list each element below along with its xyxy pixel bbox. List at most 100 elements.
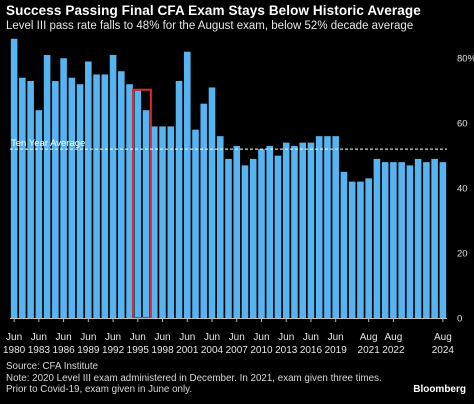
x-tick-label: 1992 <box>102 345 125 356</box>
x-tick-label: 2022 <box>382 345 405 356</box>
bar <box>390 162 397 318</box>
x-tick-label: Jun <box>179 332 195 343</box>
bar <box>414 158 422 318</box>
x-tick-label: 1983 <box>28 345 51 356</box>
bar <box>324 136 331 318</box>
bar <box>101 74 109 319</box>
bar <box>93 74 100 319</box>
bar <box>332 136 339 318</box>
x-tick-label: Jun <box>278 332 294 343</box>
bar <box>307 142 315 318</box>
bar <box>27 80 34 318</box>
bar <box>150 126 158 319</box>
y-tick-label: 80% <box>457 54 474 65</box>
x-tick-label: Jun <box>80 332 96 343</box>
bar <box>192 129 199 318</box>
x-tick-label: Jun <box>253 332 269 343</box>
x-tick-label: 1986 <box>52 345 75 356</box>
bar <box>68 77 76 318</box>
bar <box>167 126 175 319</box>
bar <box>282 142 290 318</box>
bar <box>274 155 282 318</box>
bar <box>60 58 67 319</box>
x-tick-label: 2024 <box>432 345 455 356</box>
bar <box>208 87 216 318</box>
x-tick-label: Jun <box>105 332 121 343</box>
bar <box>348 181 356 318</box>
x-tick-label: 1998 <box>151 345 174 356</box>
bloomberg-logo: Bloomberg <box>413 384 466 395</box>
source-line: Source: CFA Institute <box>6 361 99 372</box>
bar <box>126 84 133 318</box>
note-line: Note: 2020 Level III exam administered i… <box>6 372 382 384</box>
bar <box>398 162 405 318</box>
bar <box>200 103 208 318</box>
bar <box>258 149 265 318</box>
x-tick-label: Jun <box>303 332 319 343</box>
bar <box>175 80 183 318</box>
bar <box>10 38 18 319</box>
bar <box>76 84 84 318</box>
chart-title: Success Passing Final CFA Exam Stays Bel… <box>6 3 421 18</box>
x-tick-label: Jun <box>31 332 47 343</box>
x-tick-label: Jun <box>204 332 220 343</box>
bar <box>439 162 447 318</box>
x-tick-label: 1995 <box>127 345 150 356</box>
bar <box>249 158 257 318</box>
y-tick-label: 0 <box>457 314 462 325</box>
bar <box>357 181 364 318</box>
bar <box>159 126 166 319</box>
y-tick-label: 20 <box>457 249 468 260</box>
bar <box>241 165 249 318</box>
x-tick-label: Jun <box>56 332 72 343</box>
bar <box>291 145 298 318</box>
bar <box>118 71 125 318</box>
bar <box>381 162 389 318</box>
chart-subtitle: Level III pass rate falls to 48% for the… <box>6 20 414 32</box>
y-tick-label: 40 <box>457 184 468 195</box>
x-tick-label: Jun <box>130 332 146 343</box>
bar <box>431 158 438 318</box>
bar <box>340 171 348 318</box>
x-tick-label: 2013 <box>275 345 298 356</box>
x-tick-label: Aug <box>434 332 452 343</box>
x-tick-label: Jun <box>154 332 170 343</box>
bar <box>233 145 241 318</box>
bar <box>315 136 323 318</box>
y-tick-label: 60 <box>457 119 468 130</box>
bar <box>35 110 43 318</box>
bar <box>19 77 26 318</box>
bar <box>406 165 414 318</box>
x-tick-label: 2016 <box>300 345 323 356</box>
bar <box>183 51 191 318</box>
bar <box>43 54 51 319</box>
x-tick-label: 2021 <box>358 345 381 356</box>
bar <box>109 54 117 319</box>
bar <box>142 110 150 318</box>
x-tick-label: 2004 <box>201 345 224 356</box>
x-tick-label: 1980 <box>3 345 26 356</box>
bar <box>85 61 92 318</box>
x-tick-label: Jun <box>229 332 245 343</box>
x-tick-label: 2019 <box>325 345 348 356</box>
bar <box>299 142 307 318</box>
x-tick-label: 2007 <box>226 345 249 356</box>
bar <box>373 158 381 318</box>
x-tick-label: 1989 <box>77 345 100 356</box>
bar <box>216 136 224 318</box>
bar <box>52 80 59 318</box>
bar <box>365 178 372 318</box>
x-tick-label: Aug <box>385 332 403 343</box>
source-note: Source: CFA Institute Note: 2020 Level I… <box>6 361 382 396</box>
bar <box>225 158 232 318</box>
bar <box>134 90 142 319</box>
x-tick-label: Jun <box>328 332 344 343</box>
x-tick-label: Aug <box>360 332 378 343</box>
x-tick-label: 2010 <box>250 345 273 356</box>
x-tick-label: 2001 <box>176 345 199 356</box>
note-line: Prior to Covid-19, exam given in June on… <box>6 384 193 395</box>
average-line-label: Ten Year Average <box>11 138 85 149</box>
bar <box>266 145 274 318</box>
bar <box>423 162 430 318</box>
